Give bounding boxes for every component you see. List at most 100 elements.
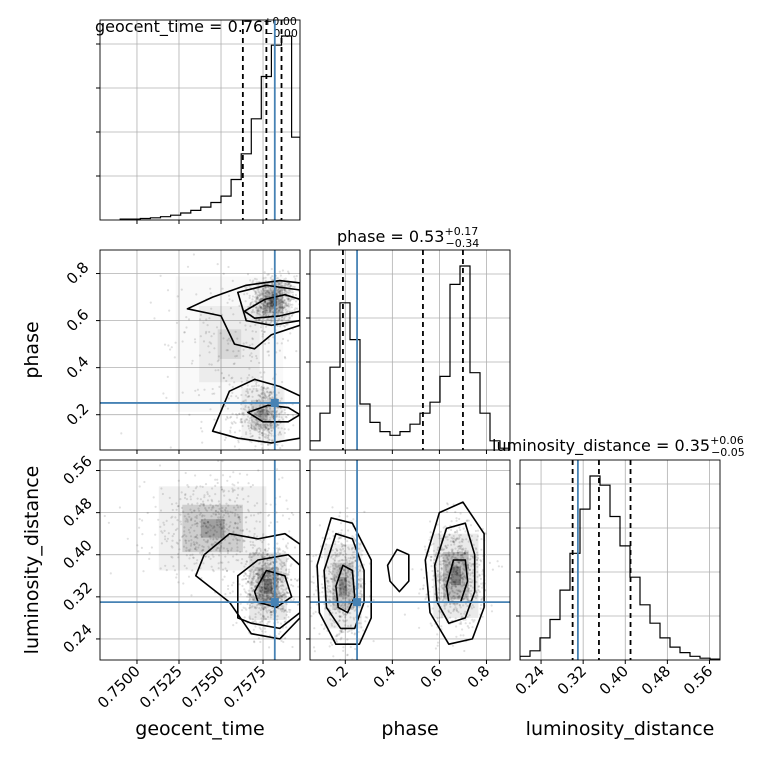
sample-point [255,423,258,426]
sample-point [253,421,256,424]
sample-point [339,616,342,619]
sample-point [250,558,253,562]
sample-point [453,595,456,598]
sample-point [194,474,197,477]
sample-point [213,347,216,350]
sample-point [185,326,188,329]
sample-point [285,544,288,547]
sample-point [457,596,460,599]
sample-point [288,285,291,288]
sample-point [267,547,270,550]
sample-point [264,288,267,291]
sample-point [266,596,269,599]
sample-point [269,581,272,585]
sample-point [342,582,345,585]
sample-point [259,298,262,301]
sample-point [335,640,338,644]
sample-point [279,548,282,551]
sample-point [260,386,263,389]
sample-point [200,549,203,552]
sample-point [251,385,254,388]
sample-point [248,576,251,579]
sample-point [268,287,271,290]
sample-point [463,552,466,555]
sample-point [287,291,290,294]
sample-point [258,433,261,436]
sample-point [211,506,214,509]
sample-point [201,551,204,554]
sample-point [222,490,225,493]
sample-point [251,605,254,608]
sample-point [456,569,459,572]
sample-point [461,554,464,557]
sample-point [206,324,209,327]
sample-point [436,569,439,573]
sample-point [172,532,175,536]
sample-point [252,552,255,556]
sample-point [457,597,460,600]
sample-point [196,502,199,505]
sample-point [263,586,266,590]
sample-point [283,278,286,281]
sample-point [268,397,271,400]
sample-point [270,302,273,305]
sample-point [253,575,256,578]
sample-point [270,305,273,308]
sample-point [339,589,342,593]
sample-point [264,301,267,304]
sample-point [266,398,270,401]
sample-point [235,354,238,357]
sample-point [255,604,259,607]
sample-point [359,585,362,588]
sample-point [222,533,225,536]
sample-point [464,622,467,625]
sample-point [345,592,348,595]
sample-point [259,413,262,416]
sample-point [462,556,465,560]
sample-point [345,553,348,556]
sample-point [336,575,339,579]
sample-point [320,545,323,548]
sample-point [447,609,450,612]
sample-point [469,557,472,560]
sample-point [435,551,438,554]
sample-point [290,297,293,301]
sample-point [270,581,273,585]
sample-point [470,563,473,566]
sample-point [259,309,262,312]
sample-point [282,300,285,303]
sample-point [266,592,269,595]
sample-point [270,611,273,614]
sample-point [430,543,433,546]
sample-point [265,321,268,324]
sample-point [342,587,345,591]
sample-point [236,549,239,552]
sample-point [463,574,466,577]
title-value: phase = 0.53 [337,227,444,246]
sample-point [334,553,337,557]
sample-point [337,537,340,540]
sample-point [266,553,269,556]
sample-point [252,598,255,602]
sample-point [287,299,290,302]
sample-point [253,596,256,600]
sample-point [457,545,460,548]
sample-point [178,548,181,551]
sample-point [488,561,491,565]
sample-point [258,568,261,572]
sample-point [444,545,447,548]
sample-point [246,595,249,598]
sample-point [466,551,469,555]
sample-point [279,288,282,291]
sample-point [441,587,444,590]
sample-point [277,577,280,580]
sample-point [281,269,284,272]
sample-point [236,539,239,542]
sample-point [204,507,207,510]
sample-point [276,580,280,584]
sample-point [262,429,265,432]
sample-point [259,589,262,593]
sample-point [260,580,263,584]
sample-point [289,285,292,288]
sample-point [451,573,454,576]
